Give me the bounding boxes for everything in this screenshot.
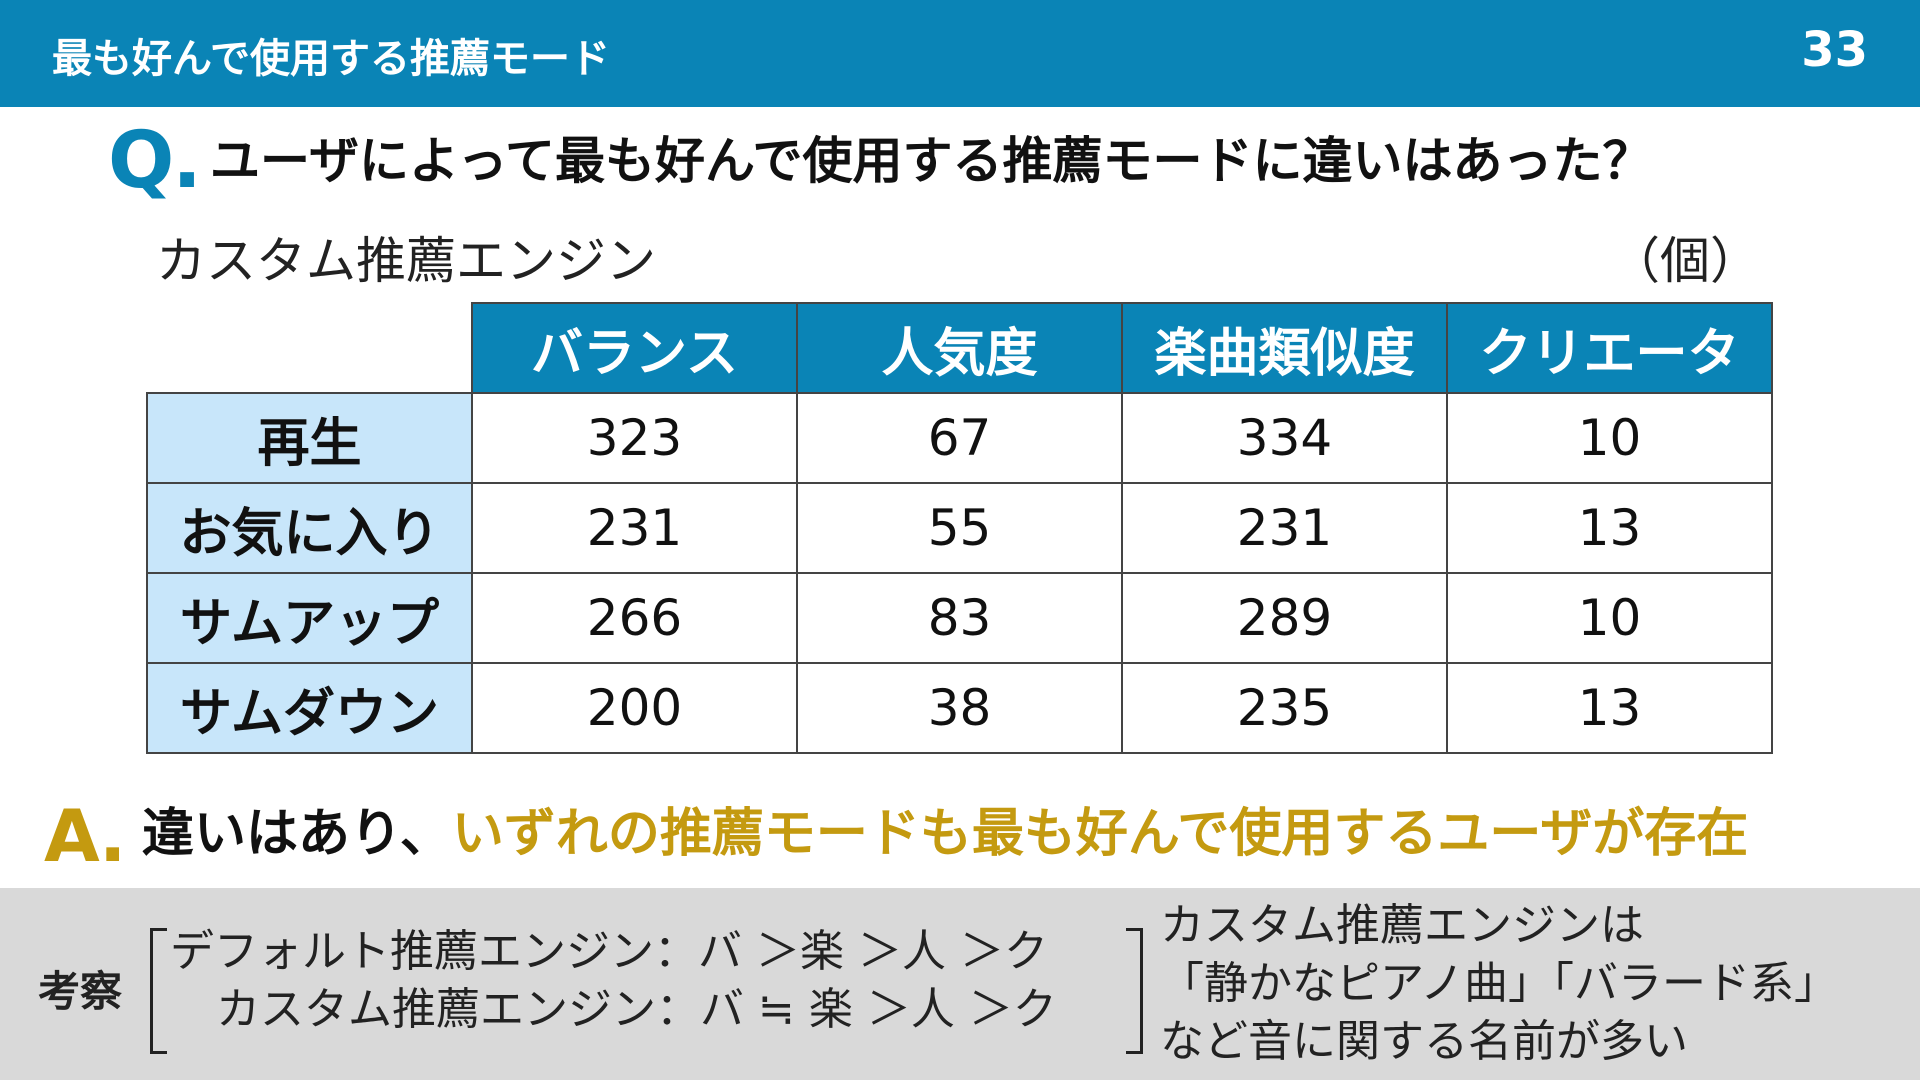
table-row: お気に入り 231 55 231 13 (146, 482, 1773, 574)
answer-text: 違いはあり、いずれの推薦モードも最も好んで使用するユーザが存在 (142, 804, 1749, 864)
answer-mark-label: A. (44, 794, 126, 878)
answer-emphasis: いずれの推薦モードも最も好んで使用するユーザが存在 (451, 804, 1749, 864)
column-header-popularity: 人気度 (796, 302, 1123, 393)
column-header-balance: バランス (471, 302, 798, 393)
table-row: 再生 323 67 334 10 (146, 392, 1773, 484)
table-header-row: バランス 人気度 楽曲類似度 クリエータ (147, 302, 1773, 393)
table-cell: 13 (1446, 662, 1773, 754)
slide-title: 最も好んで使用する推薦モード (52, 36, 610, 82)
table-cell: 10 (1446, 572, 1773, 664)
row-header-thumbs-up: サムアップ (146, 572, 473, 664)
table-cell: 200 (471, 662, 798, 754)
column-header-song-similarity: 楽曲類似度 (1121, 302, 1448, 393)
right-bracket (1126, 928, 1143, 1054)
table-cell: 289 (1121, 572, 1448, 664)
table-cell: 38 (796, 662, 1123, 754)
table-row: サムダウン 200 38 235 13 (146, 662, 1773, 754)
discussion-label: 考察 (38, 967, 123, 1016)
row-header-favorite: お気に入り (146, 482, 473, 574)
custom-engine-order: カスタム推薦エンジン：バ ≒ 楽 ＞人 ＞ク (216, 984, 1057, 1035)
page-number: 33 (1801, 22, 1868, 78)
discussion-note: カスタム推薦エンジンは (1160, 900, 1644, 951)
table-row: サムアップ 266 83 289 10 (146, 572, 1773, 664)
column-header-creator: クリエータ (1446, 302, 1773, 393)
discussion-note: など音に関する名前が多い (1160, 1016, 1688, 1067)
table-cell: 55 (796, 482, 1123, 574)
table-cell: 235 (1121, 662, 1448, 754)
question-text: ユーザによって最も好んで使用する推薦モードに違いはあった？ (210, 132, 1653, 190)
table-cell: 334 (1121, 392, 1448, 484)
table-corner (147, 303, 472, 393)
slide-header: 最も好んで使用する推薦モード 33 (0, 0, 1920, 107)
table-cell: 10 (1446, 392, 1773, 484)
row-header-play: 再生 (146, 392, 473, 484)
answer-lead: 違いはあり、 (142, 804, 452, 864)
results-table: バランス 人気度 楽曲類似度 クリエータ 再生 323 67 334 10 お気… (146, 302, 1773, 754)
table-cell: 266 (471, 572, 798, 664)
left-bracket (150, 928, 167, 1054)
table-unit: （個） (1610, 232, 1760, 290)
table-cell: 13 (1446, 482, 1773, 574)
default-engine-order: デフォルト推薦エンジン：バ ＞楽 ＞人 ＞ク (170, 926, 1048, 977)
question-mark-label: Q. (108, 116, 202, 206)
table-cell: 231 (1121, 482, 1448, 574)
table-cell: 83 (796, 572, 1123, 664)
table-cell: 323 (471, 392, 798, 484)
discussion-note: 「静かなピアノ曲」「バラード系」 (1160, 958, 1839, 1009)
table-cell: 67 (796, 392, 1123, 484)
table-caption: カスタム推薦エンジン (156, 232, 656, 290)
table-cell: 231 (471, 482, 798, 574)
row-header-thumbs-down: サムダウン (146, 662, 473, 754)
discussion-panel: 考察 デフォルト推薦エンジン：バ ＞楽 ＞人 ＞ク カスタム推薦エンジン：バ ≒… (0, 888, 1920, 1080)
